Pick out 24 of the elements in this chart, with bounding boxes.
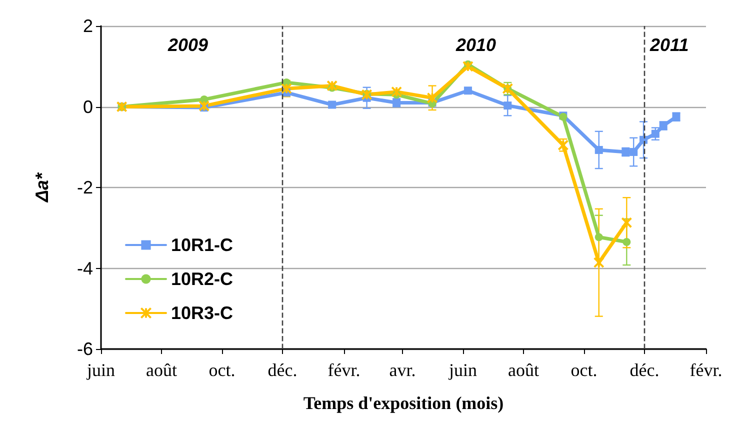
legend-label: 10R2-C (171, 269, 234, 289)
y-tick-label: -6 (76, 339, 93, 359)
x-tick-label: déc. (268, 360, 298, 380)
x-tick-label: févr. (690, 360, 722, 380)
x-tick-label: juin (448, 360, 478, 380)
x-tick-label: déc. (630, 360, 660, 380)
x-tick-label: avr. (389, 360, 416, 380)
y-tick-label: 0 (82, 96, 93, 117)
y-tick-label: 2 (82, 16, 93, 36)
x-tick-label: août (508, 360, 540, 380)
annotation: 2010 (455, 35, 496, 55)
annotation: 2009 (167, 35, 208, 55)
legend-label: 10R3-C (171, 303, 234, 323)
x-tick-label: oct. (570, 360, 598, 380)
x-axis-title: Temps d'exposition (mois) (303, 393, 504, 413)
x-tick-label: oct. (208, 360, 236, 380)
x-tick-label: juin (86, 360, 116, 380)
x-tick-label: févr. (328, 360, 360, 380)
y-tick-label: -2 (76, 178, 93, 198)
y-tick-label: -4 (76, 258, 93, 278)
x-tick-label: août (146, 360, 177, 380)
legend-label: 10R1-C (171, 235, 234, 255)
annotation: 2011 (649, 35, 689, 55)
y-axis-title: Δa* (32, 172, 52, 204)
